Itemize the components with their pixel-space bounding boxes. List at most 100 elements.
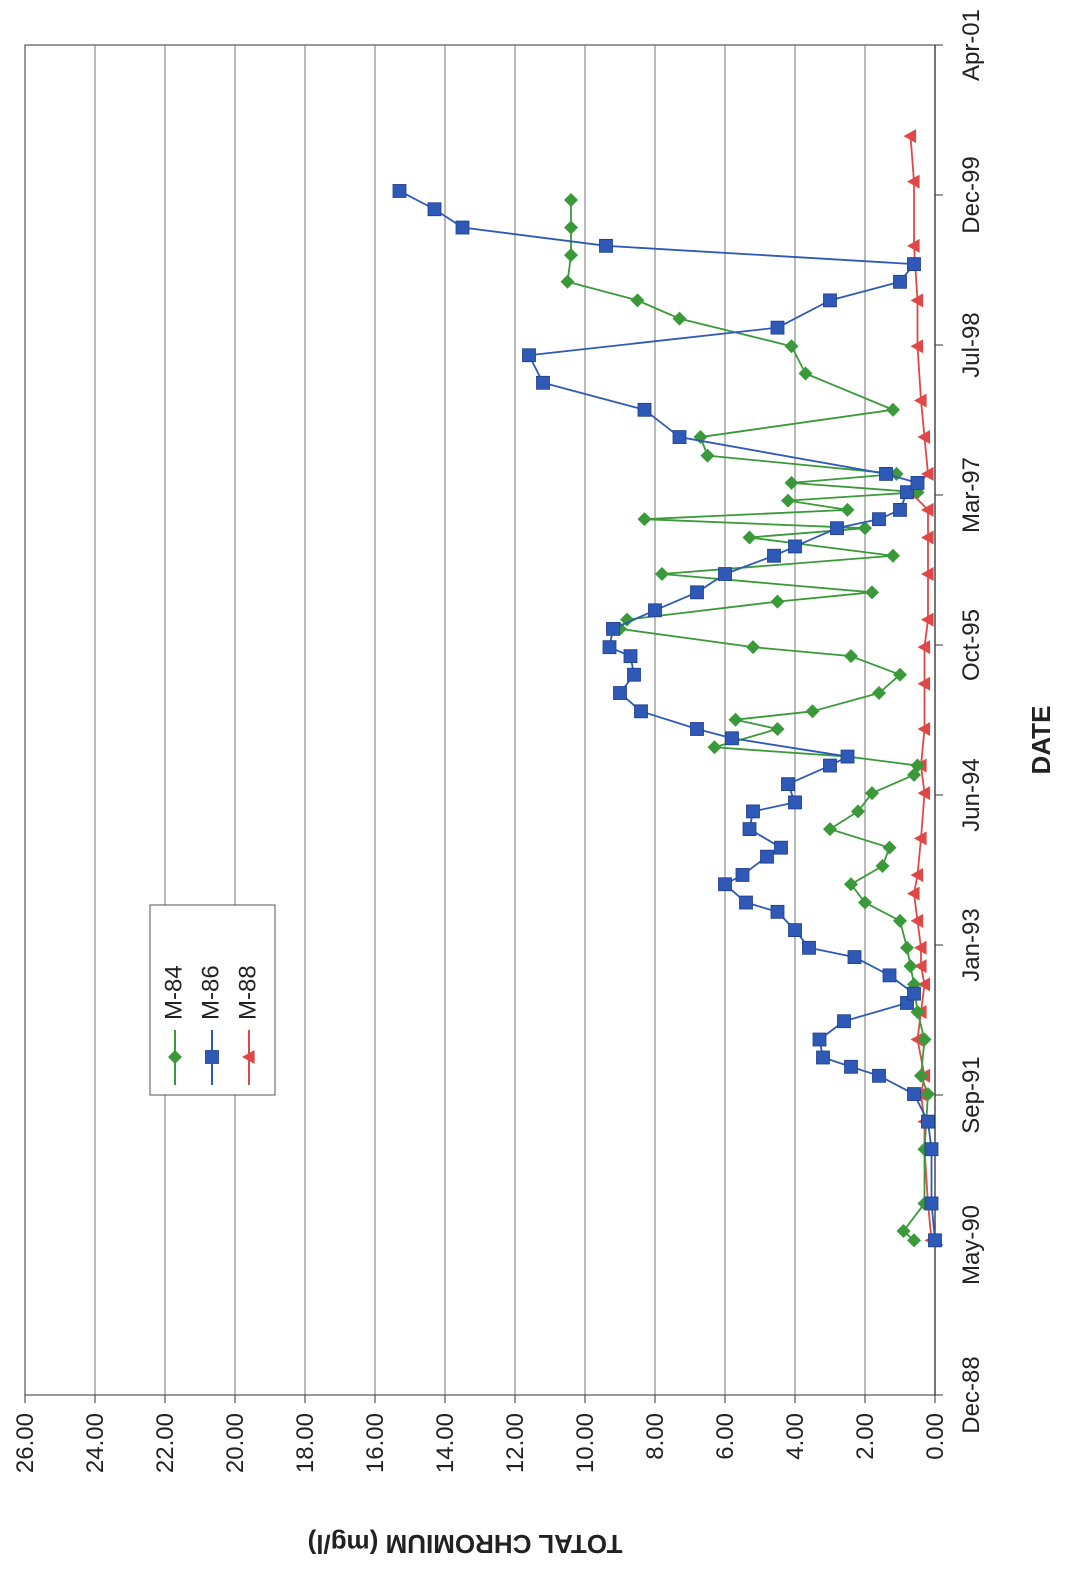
data-point-m-84 bbox=[893, 667, 907, 682]
data-point-m-84 bbox=[672, 311, 687, 326]
data-point-m-88 bbox=[910, 293, 924, 308]
data-point-m-86 bbox=[770, 320, 785, 335]
data-point-m-86 bbox=[816, 1050, 830, 1065]
data-point-m-86 bbox=[690, 585, 704, 600]
data-point-m-86 bbox=[672, 430, 687, 444]
x-tick-label: Mar-97 bbox=[958, 457, 985, 533]
data-point-m-84 bbox=[620, 612, 634, 627]
data-point-m-88 bbox=[903, 129, 917, 144]
data-point-m-86 bbox=[879, 467, 893, 481]
data-point-m-84 bbox=[851, 804, 865, 819]
y-tick-label: 22.00 bbox=[152, 1413, 179, 1473]
data-point-m-86 bbox=[847, 950, 862, 964]
x-tick-label: Sep-91 bbox=[958, 1056, 985, 1133]
data-point-m-84 bbox=[564, 248, 578, 263]
data-point-m-86 bbox=[392, 184, 407, 198]
data-point-m-86 bbox=[788, 795, 802, 810]
data-point-m-86 bbox=[910, 476, 925, 490]
y-tick-label: 0.00 bbox=[922, 1413, 949, 1460]
data-point-m-84 bbox=[858, 521, 872, 536]
x-tick-label: Jan-93 bbox=[958, 908, 985, 981]
data-point-m-84 bbox=[728, 712, 743, 727]
data-point-m-86 bbox=[774, 840, 788, 855]
data-point-m-84 bbox=[910, 758, 925, 773]
data-point-m-88 bbox=[910, 339, 924, 354]
data-point-m-86 bbox=[928, 1233, 942, 1248]
data-point-m-86 bbox=[844, 1059, 858, 1074]
data-point-m-86 bbox=[627, 667, 641, 682]
data-point-m-84 bbox=[784, 475, 799, 490]
data-point-m-84 bbox=[886, 402, 900, 417]
x-tick-label: May-90 bbox=[958, 1205, 985, 1285]
data-point-m-84 bbox=[865, 585, 879, 600]
data-point-m-84 bbox=[865, 786, 879, 801]
data-point-m-84 bbox=[896, 1224, 911, 1239]
data-point-m-86 bbox=[522, 348, 536, 363]
data-point-m-84 bbox=[907, 1233, 921, 1248]
data-point-m-86 bbox=[690, 722, 704, 736]
legend-label-m-86: M-86 bbox=[197, 965, 224, 1020]
x-axis-title: DATE bbox=[1026, 706, 1056, 775]
data-point-m-86 bbox=[823, 758, 837, 773]
data-point-m-84 bbox=[886, 548, 900, 563]
y-tick-label: 10.00 bbox=[572, 1413, 599, 1473]
data-point-m-84 bbox=[746, 640, 760, 655]
data-point-m-84 bbox=[707, 740, 722, 755]
data-point-m-86 bbox=[725, 731, 739, 746]
x-tick-label: Jun-94 bbox=[958, 758, 985, 831]
legend-item-m-84: M-84 bbox=[160, 965, 187, 1085]
data-point-m-86 bbox=[599, 238, 613, 253]
y-tick-label: 24.00 bbox=[82, 1413, 109, 1473]
legend: M-84 M-86 M-88 bbox=[149, 904, 276, 1096]
series-line-m-84 bbox=[566, 199, 929, 1242]
data-point-m-88 bbox=[917, 430, 931, 445]
data-point-m-84 bbox=[840, 502, 855, 517]
data-point-m-86 bbox=[872, 512, 886, 527]
legend-item-m-88: M-88 bbox=[234, 965, 261, 1085]
data-point-m-86 bbox=[623, 649, 638, 664]
y-tick-label: 16.00 bbox=[362, 1413, 389, 1473]
data-point-m-86 bbox=[900, 485, 914, 500]
data-point-m-86 bbox=[872, 1068, 886, 1083]
data-point-m-86 bbox=[718, 567, 732, 581]
data-point-m-84 bbox=[872, 686, 886, 701]
data-point-m-86 bbox=[648, 603, 662, 618]
data-point-m-86 bbox=[840, 749, 855, 764]
data-point-m-86 bbox=[812, 1032, 827, 1047]
data-point-m-86 bbox=[893, 502, 907, 517]
data-point-m-84 bbox=[655, 567, 669, 582]
data-point-m-84 bbox=[784, 339, 799, 354]
plot-frame bbox=[24, 44, 936, 1396]
data-point-m-86 bbox=[907, 1087, 921, 1101]
y-axis-title: TOTAL CHROMIUM (mg/l) bbox=[308, 1529, 623, 1559]
data-point-m-84 bbox=[564, 192, 578, 207]
data-point-m-86 bbox=[830, 521, 844, 536]
data-point-m-84 bbox=[875, 858, 890, 873]
series-m-84 bbox=[560, 192, 935, 1248]
data-point-m-88 bbox=[907, 174, 920, 189]
data-point-m-88 bbox=[914, 959, 927, 974]
data-point-m-86 bbox=[637, 402, 652, 417]
data-point-m-86 bbox=[882, 968, 897, 983]
data-point-m-88 bbox=[921, 530, 934, 545]
data-point-m-86 bbox=[742, 822, 757, 837]
data-point-m-86 bbox=[781, 777, 795, 792]
data-point-m-88 bbox=[910, 867, 924, 882]
data-point-m-86 bbox=[760, 849, 774, 864]
legend-item-m-86: M-86 bbox=[197, 965, 224, 1085]
data-point-m-88 bbox=[910, 1032, 924, 1047]
data-point-m-86 bbox=[427, 202, 442, 217]
data-point-m-86 bbox=[455, 220, 470, 235]
data-point-m-88 bbox=[907, 238, 920, 253]
data-point-m-84 bbox=[844, 649, 858, 664]
data-point-m-86 bbox=[746, 804, 760, 819]
data-point-m-84 bbox=[805, 704, 820, 719]
data-point-m-86 bbox=[802, 940, 816, 955]
data-point-m-86 bbox=[613, 686, 627, 700]
data-point-m-88 bbox=[914, 831, 927, 846]
data-point-m-84 bbox=[893, 913, 907, 928]
data-point-m-84 bbox=[921, 1087, 935, 1102]
y-tick-label: 26.00 bbox=[12, 1413, 39, 1473]
